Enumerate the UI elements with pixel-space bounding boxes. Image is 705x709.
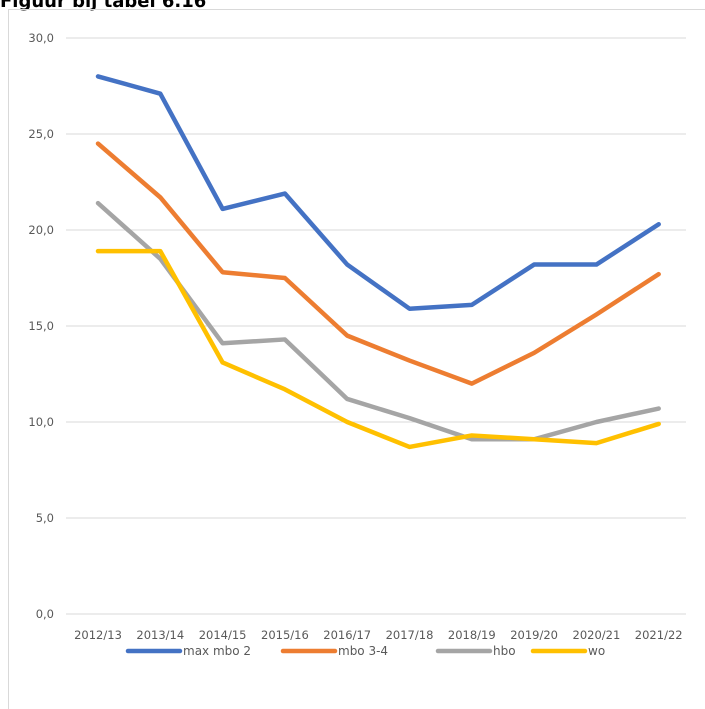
series-line-max-mbo-2 xyxy=(95,74,661,311)
y-tick-label: 0,0 xyxy=(36,607,54,621)
gridlines xyxy=(66,37,686,615)
legend-label: max mbo 2 xyxy=(183,644,251,658)
y-axis-ticks: 0,0 5,0 10,0 15,0 20,0 25,0 30,0 xyxy=(28,31,54,621)
x-tick-label: 2020/21 xyxy=(573,628,621,642)
x-tick-label: 2015/16 xyxy=(261,628,309,642)
series-line-mbo-3-4 xyxy=(95,141,661,386)
y-tick-label: 30,0 xyxy=(28,31,54,45)
chart-area xyxy=(8,9,705,709)
x-axis-ticks: 2012/13 2013/14 2014/15 2015/16 2016/17 2017/… xyxy=(74,628,682,642)
legend-label: mbo 3-4 xyxy=(338,644,388,658)
y-tick-label: 15,0 xyxy=(28,319,54,333)
legend: max mbo 2 mbo 3-4 hbo wo xyxy=(125,644,605,658)
legend-item: max mbo 2 xyxy=(125,644,251,658)
series-line-hbo xyxy=(95,200,661,442)
y-tick-label: 20,0 xyxy=(28,223,54,237)
x-tick-label: 2018/19 xyxy=(448,628,496,642)
x-tick-label: 2014/15 xyxy=(199,628,247,642)
y-tick-label: 10,0 xyxy=(28,415,54,429)
series-line-wo xyxy=(95,248,661,450)
y-tick-label: 5,0 xyxy=(36,511,54,525)
x-tick-label: 2021/22 xyxy=(635,628,683,642)
x-tick-label: 2019/20 xyxy=(510,628,558,642)
y-tick-label: 25,0 xyxy=(28,127,54,141)
legend-label: wo xyxy=(588,644,605,658)
legend-item: hbo xyxy=(435,644,516,658)
series-lines xyxy=(95,74,661,450)
x-tick-label: 2013/14 xyxy=(136,628,184,642)
x-tick-label: 2016/17 xyxy=(323,628,371,642)
x-tick-label: 2012/13 xyxy=(74,628,122,642)
legend-item: mbo 3-4 xyxy=(280,644,388,658)
legend-label: hbo xyxy=(493,644,516,658)
legend-item: wo xyxy=(530,644,605,658)
x-tick-label: 2017/18 xyxy=(386,628,434,642)
